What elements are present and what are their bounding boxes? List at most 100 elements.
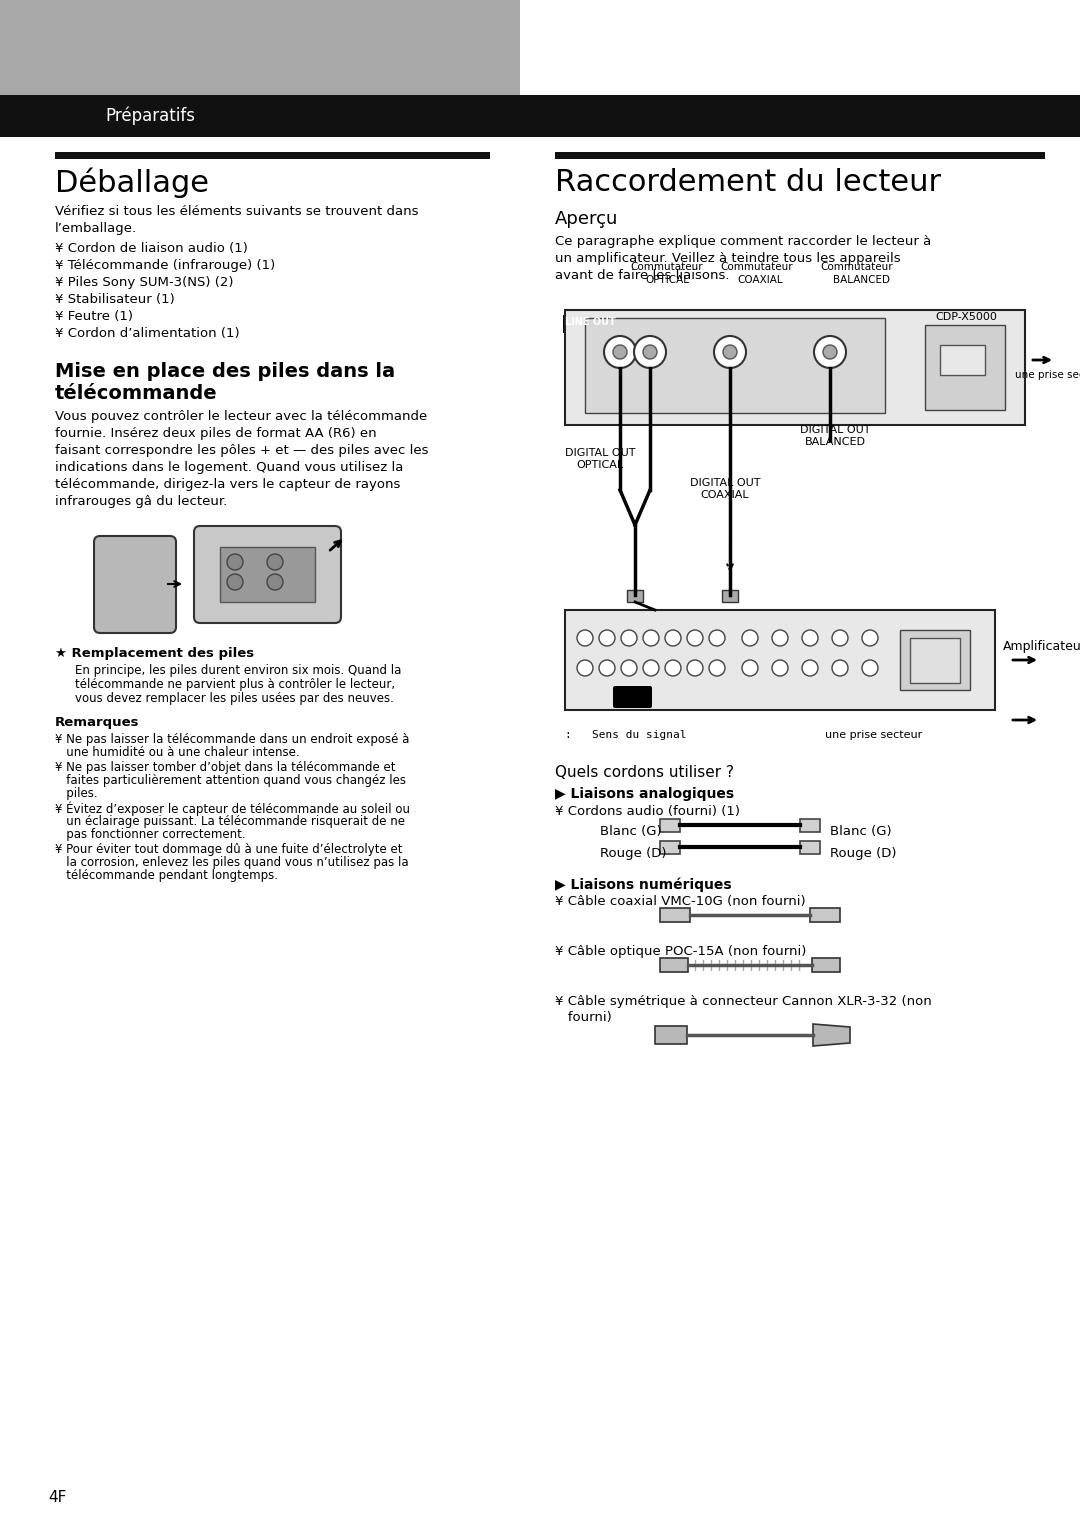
Circle shape xyxy=(862,660,878,675)
Bar xyxy=(660,958,688,972)
Text: Vous pouvez contrôler le lecteur avec la télécommande: Vous pouvez contrôler le lecteur avec la… xyxy=(55,410,428,423)
Bar xyxy=(565,310,1025,425)
Text: Quels cordons utiliser ?: Quels cordons utiliser ? xyxy=(555,766,734,779)
Text: Vérifiez si tous les éléments suivants se trouvent dans: Vérifiez si tous les éléments suivants s… xyxy=(55,205,419,219)
Text: ¥ Cordon d’alimentation (1): ¥ Cordon d’alimentation (1) xyxy=(55,327,240,341)
Text: une prise secteur: une prise secteur xyxy=(825,730,922,740)
Text: ¥ Ne pas laisser tomber d’objet dans la télécommande et: ¥ Ne pas laisser tomber d’objet dans la … xyxy=(55,761,395,775)
Text: 4F: 4F xyxy=(48,1490,66,1505)
Text: ¥ Piles Sony SUM-3(NS) (2): ¥ Piles Sony SUM-3(NS) (2) xyxy=(55,277,233,289)
FancyBboxPatch shape xyxy=(94,536,176,633)
Text: ▶ Liaisons numériques: ▶ Liaisons numériques xyxy=(555,877,731,891)
Text: la corrosion, enlevez les piles quand vous n’utilisez pas la: la corrosion, enlevez les piles quand vo… xyxy=(55,856,408,869)
Circle shape xyxy=(267,575,283,590)
Circle shape xyxy=(772,630,788,646)
Text: Commutateur: Commutateur xyxy=(720,261,793,272)
Text: Commutateur: Commutateur xyxy=(820,261,893,272)
Bar xyxy=(627,590,643,602)
Circle shape xyxy=(665,660,681,675)
Bar xyxy=(800,819,820,833)
Text: ¥ Câble optique POC-15A (non fourni): ¥ Câble optique POC-15A (non fourni) xyxy=(555,944,807,958)
Text: une prise secteur: une prise secteur xyxy=(1015,370,1080,380)
Circle shape xyxy=(643,660,659,675)
Bar xyxy=(940,345,985,374)
Text: Aperçu: Aperçu xyxy=(555,209,619,228)
Circle shape xyxy=(832,630,848,646)
Circle shape xyxy=(714,336,746,368)
Text: CDP-X5000: CDP-X5000 xyxy=(935,312,997,322)
Bar xyxy=(723,590,738,602)
Bar xyxy=(660,840,680,854)
Text: Rouge (D): Rouge (D) xyxy=(831,847,896,860)
Bar xyxy=(812,958,840,972)
Bar xyxy=(565,610,995,711)
Text: Mise en place des piles dans la: Mise en place des piles dans la xyxy=(55,362,395,380)
Text: télécommande ne parvient plus à contrôler le lecteur,: télécommande ne parvient plus à contrôle… xyxy=(75,678,395,691)
Circle shape xyxy=(643,630,659,646)
Text: ¥ Cordons audio (fourni) (1): ¥ Cordons audio (fourni) (1) xyxy=(555,805,740,817)
Circle shape xyxy=(621,630,637,646)
Circle shape xyxy=(599,660,615,675)
Circle shape xyxy=(577,630,593,646)
Text: Blanc (G): Blanc (G) xyxy=(600,825,662,837)
Bar xyxy=(810,908,840,921)
Circle shape xyxy=(772,660,788,675)
Text: Remarques: Remarques xyxy=(55,717,139,729)
Circle shape xyxy=(742,630,758,646)
Bar xyxy=(660,908,690,921)
Text: DIGITAL OUT
BALANCED: DIGITAL OUT BALANCED xyxy=(800,425,870,446)
Text: avant de faire les liaisons.: avant de faire les liaisons. xyxy=(555,269,729,283)
Bar xyxy=(220,547,315,602)
Text: ▶ Liaisons analogiques: ▶ Liaisons analogiques xyxy=(555,787,734,801)
Text: télécommande, dirigez-la vers le capteur de rayons: télécommande, dirigez-la vers le capteur… xyxy=(55,478,401,490)
Text: -: - xyxy=(272,578,275,588)
Circle shape xyxy=(814,336,846,368)
Circle shape xyxy=(802,630,818,646)
Text: ¥ Cordon de liaison audio (1): ¥ Cordon de liaison audio (1) xyxy=(55,241,248,255)
FancyBboxPatch shape xyxy=(194,526,341,623)
Text: ¥ Feutre (1): ¥ Feutre (1) xyxy=(55,310,133,322)
Text: Amplificateur: Amplificateur xyxy=(1003,640,1080,652)
Text: :   Sens du signal: : Sens du signal xyxy=(565,730,687,740)
Text: télécommande pendant longtemps.: télécommande pendant longtemps. xyxy=(55,869,278,882)
Text: vous devez remplacer les piles usées par des neuves.: vous devez remplacer les piles usées par… xyxy=(75,692,394,704)
Text: indications dans le logement. Quand vous utilisez la: indications dans le logement. Quand vous… xyxy=(55,461,403,474)
Text: un amplificateur. Veillez à teindre tous les appareils: un amplificateur. Veillez à teindre tous… xyxy=(555,252,901,264)
Text: fournie. Insérez deux piles de format AA (R6) en: fournie. Insérez deux piles de format AA… xyxy=(55,426,377,440)
Text: -: - xyxy=(232,578,235,588)
Text: Raccordement du lecteur: Raccordement du lecteur xyxy=(555,168,941,197)
Text: ¥ Pour éviter tout dommage dû à une fuite d’électrolyte et: ¥ Pour éviter tout dommage dû à une fuit… xyxy=(55,843,403,856)
Text: ¥ Ne pas laisser la télécommande dans un endroit exposé à: ¥ Ne pas laisser la télécommande dans un… xyxy=(55,733,409,746)
Text: Ce paragraphe explique comment raccorder le lecteur à: Ce paragraphe explique comment raccorder… xyxy=(555,235,931,248)
Bar xyxy=(660,819,680,833)
Text: DIGITAL OUT
OPTICAL: DIGITAL OUT OPTICAL xyxy=(565,448,635,469)
Circle shape xyxy=(665,630,681,646)
Text: l’emballage.: l’emballage. xyxy=(55,222,137,235)
Text: En principe, les piles durent environ six mois. Quand la: En principe, les piles durent environ si… xyxy=(75,665,402,677)
Bar xyxy=(900,630,970,691)
Text: faisant correspondre les pôles + et — des piles avec les: faisant correspondre les pôles + et — de… xyxy=(55,445,429,457)
Text: DIGITAL OUT
COAXIAL: DIGITAL OUT COAXIAL xyxy=(690,478,760,500)
Text: Rouge (D): Rouge (D) xyxy=(600,847,666,860)
Text: Déballage: Déballage xyxy=(55,168,210,199)
Circle shape xyxy=(823,345,837,359)
Text: infrarouges gâ du lecteur.: infrarouges gâ du lecteur. xyxy=(55,495,227,507)
Text: COAXIAL: COAXIAL xyxy=(737,275,783,286)
FancyBboxPatch shape xyxy=(613,686,652,707)
Circle shape xyxy=(604,336,636,368)
Text: ¥ Stabilisateur (1): ¥ Stabilisateur (1) xyxy=(55,293,175,306)
Text: ¥ Télécommande (infrarouge) (1): ¥ Télécommande (infrarouge) (1) xyxy=(55,260,275,272)
Bar xyxy=(585,318,885,413)
Text: LINE OUT: LINE OUT xyxy=(565,316,616,327)
Text: faites particulièrement attention quand vous changéz les: faites particulièrement attention quand … xyxy=(55,775,406,787)
Text: +: + xyxy=(232,558,240,568)
Bar xyxy=(555,151,1045,159)
Text: +: + xyxy=(272,558,280,568)
Text: ¥ Évitez d’exposer le capteur de télécommande au soleil ou: ¥ Évitez d’exposer le capteur de télécom… xyxy=(55,802,410,816)
Circle shape xyxy=(643,345,657,359)
Circle shape xyxy=(687,630,703,646)
Bar xyxy=(800,840,820,854)
Text: fourni): fourni) xyxy=(555,1012,611,1024)
Circle shape xyxy=(687,660,703,675)
Circle shape xyxy=(227,575,243,590)
